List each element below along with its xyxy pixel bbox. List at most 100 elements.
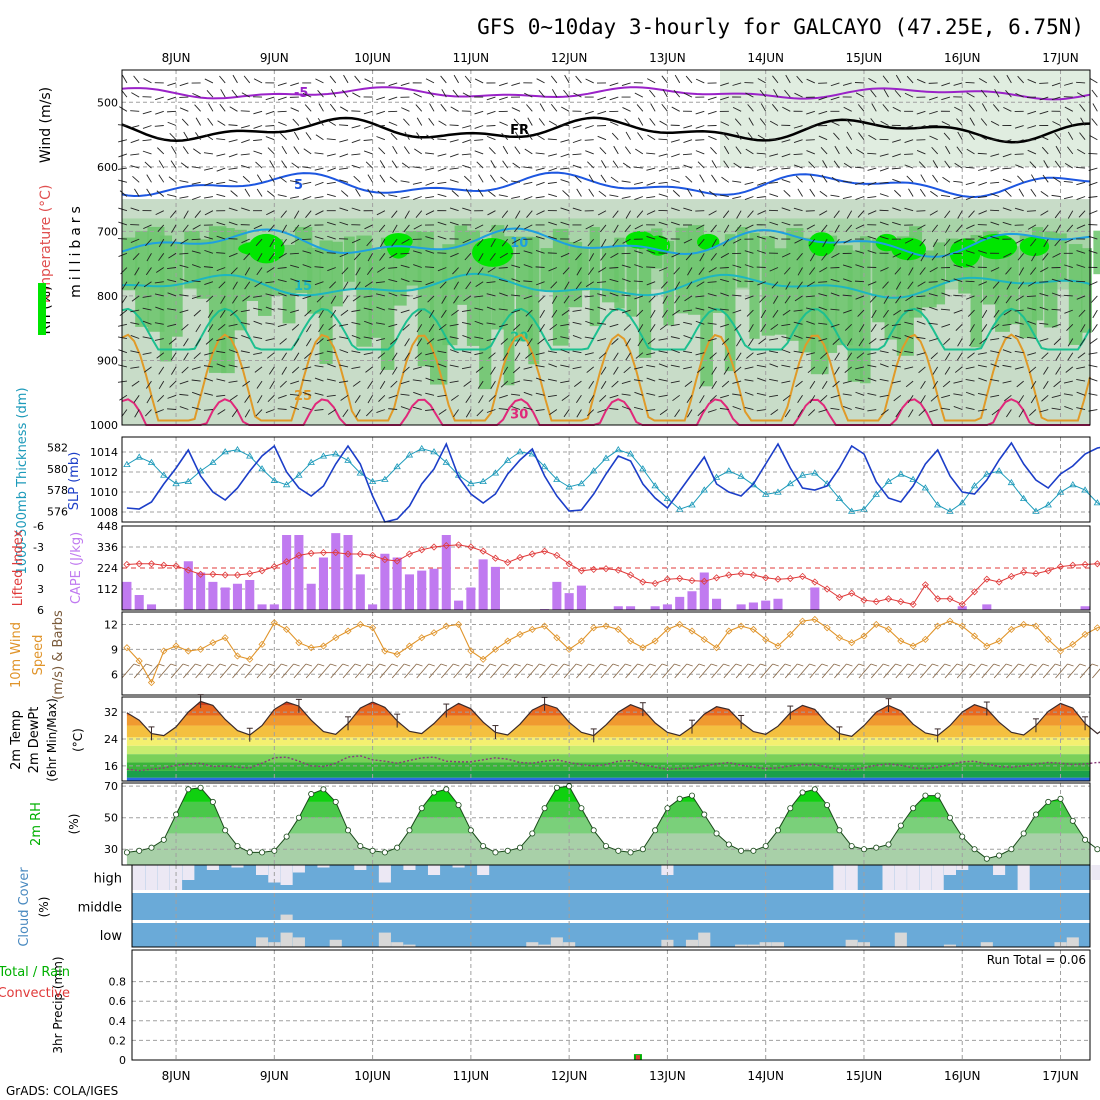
wind-barb — [781, 323, 791, 327]
wind-barb — [683, 309, 693, 312]
wind-barb — [314, 152, 324, 155]
wind-barb — [928, 110, 938, 115]
wind-barb — [587, 161, 595, 169]
wind10-barb-flag — [637, 663, 644, 667]
li-marker — [614, 566, 622, 574]
isotherm-line — [121, 227, 1091, 258]
top-date-label: 16JUN — [944, 51, 981, 65]
wind-barb — [425, 181, 435, 186]
cape-bar — [687, 591, 697, 610]
wind10-barb — [662, 663, 675, 679]
wind10-marker — [455, 620, 463, 629]
wind-barb — [326, 181, 336, 185]
wind-barb — [892, 221, 901, 226]
wind-barb — [658, 138, 668, 141]
wind-barb — [732, 264, 742, 268]
wind-barb — [981, 324, 988, 332]
wind-barb — [662, 89, 668, 98]
wind-barb — [118, 364, 128, 368]
wind-barb — [415, 210, 423, 218]
wind10-barb — [305, 663, 319, 679]
wind-barb — [351, 322, 361, 325]
wind-barb — [437, 167, 447, 172]
wind-barb — [1040, 191, 1049, 197]
wind-barb — [486, 409, 496, 413]
wind-barb — [511, 309, 521, 314]
wind-barb — [243, 253, 251, 261]
rh-marker — [246, 849, 253, 856]
wind-barb — [155, 306, 164, 311]
wind-barb — [512, 366, 521, 374]
wind-barb — [621, 180, 631, 183]
wind-barb — [1014, 207, 1024, 212]
wind-barb — [880, 120, 889, 126]
wind10-barb-flag — [674, 663, 681, 667]
wind-barb — [474, 125, 484, 129]
wind-barb — [859, 117, 865, 126]
wind-barb — [536, 134, 545, 141]
wind-barb — [560, 252, 570, 258]
wind-barb — [931, 146, 939, 155]
wind-barb — [437, 193, 447, 197]
wind-barb — [167, 308, 177, 311]
wind-barb — [957, 210, 963, 219]
wind-barb — [416, 117, 423, 126]
wind-barb — [167, 323, 177, 327]
wind-barb — [932, 380, 939, 389]
wind10-barb-flag — [895, 663, 902, 667]
rh-marker — [910, 805, 917, 812]
wind-barb — [908, 188, 914, 197]
wind-barb — [289, 196, 299, 199]
wind-barb — [759, 295, 767, 303]
cloud-clear-cell — [378, 865, 391, 883]
wind-barb — [685, 253, 693, 261]
wind-barb — [575, 75, 582, 84]
wind-barb — [891, 323, 901, 327]
precip-tick-label: 0.2 — [109, 1034, 127, 1047]
wind10-barb-flag — [244, 663, 251, 667]
wind-barb — [968, 132, 975, 140]
wind-barb — [584, 139, 594, 141]
wind-barb — [379, 174, 386, 183]
wind-barb — [547, 394, 557, 398]
wind-barb — [600, 253, 607, 261]
rh-marker — [1082, 836, 1089, 843]
wind-barb — [351, 164, 361, 169]
cape-bar — [478, 559, 488, 610]
wind-barb — [486, 322, 496, 325]
wind-barb — [773, 295, 779, 304]
thickness-marker — [491, 469, 500, 476]
wind-barb — [1015, 295, 1024, 302]
wind-barb — [426, 338, 435, 345]
wind-barb — [707, 281, 717, 283]
wind-barb — [965, 166, 975, 169]
li-marker — [762, 574, 770, 582]
wind-barb — [1017, 253, 1025, 261]
wind-barb — [611, 380, 619, 388]
wind-barb — [965, 196, 975, 200]
rh-mid-patch — [552, 228, 569, 346]
wind10-barb-flag — [1018, 663, 1025, 667]
wind-barb — [745, 92, 754, 98]
wind-barb — [134, 409, 140, 418]
wind-barb — [498, 267, 508, 269]
slp-line — [126, 441, 1100, 523]
wind-barb — [119, 309, 128, 317]
wind-barb — [845, 118, 853, 126]
rh-marker — [1069, 817, 1076, 824]
wind-barb — [326, 252, 336, 254]
wind10-barb-flag — [661, 663, 669, 667]
isotherm-line — [121, 86, 1091, 101]
li-marker — [676, 574, 684, 583]
pressure-tick-label: 900 — [97, 354, 118, 367]
wind-barb — [291, 162, 300, 169]
wind-barb — [241, 207, 250, 212]
wind-barb — [169, 210, 177, 218]
wind-barb — [671, 106, 680, 112]
wind-barb — [228, 207, 238, 212]
wind-barb — [253, 352, 263, 355]
wind-barb — [588, 380, 595, 389]
wind10-barb — [404, 663, 417, 679]
wind-barb — [695, 125, 705, 129]
